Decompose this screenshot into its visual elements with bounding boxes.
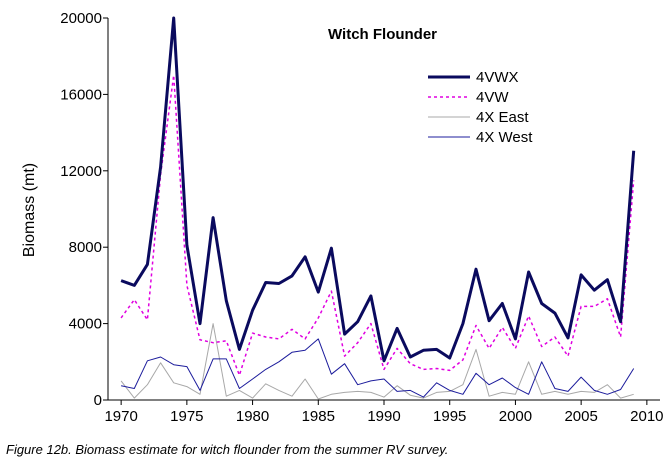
legend-label: 4X East <box>476 109 529 126</box>
x-tick-label: 1970 <box>104 408 137 425</box>
x-tick-label: 1980 <box>236 408 269 425</box>
legend: 4VWX 4VW 4X East 4X West <box>428 69 533 146</box>
y-axis: 0 4000 8000 12000 16000 20000 <box>60 10 109 409</box>
x-tick-label: 2005 <box>564 408 597 425</box>
x-tick-label: 2000 <box>499 408 532 425</box>
chart-title: Witch Flounder <box>328 26 437 43</box>
series-line-4x-east <box>120 323 634 400</box>
x-axis: 1970 1975 1980 1985 1990 1995 2000 2005 2010 <box>104 399 664 425</box>
legend-label: 4VWX <box>476 69 519 86</box>
y-tick-label: 12000 <box>60 163 102 180</box>
x-tick-label: 1995 <box>433 408 466 425</box>
series-line-4vwx <box>120 16 636 363</box>
y-tick-label: 20000 <box>60 10 102 27</box>
y-tick-label: 4000 <box>69 316 102 333</box>
y-axis-title: Biomass (mt) <box>21 163 38 257</box>
legend-label: 4VW <box>476 89 509 106</box>
series-line-4vw <box>120 74 635 376</box>
legend-label: 4X West <box>476 129 533 146</box>
y-tick-label: 16000 <box>60 86 102 103</box>
figure-caption: Figure 12b. Biomass estimate for witch f… <box>6 442 449 457</box>
y-tick-label: 0 <box>94 392 102 409</box>
y-tick-label: 8000 <box>69 239 102 256</box>
series-lines <box>120 16 636 400</box>
series-line-4x-west <box>120 338 635 398</box>
x-tick-label: 1985 <box>302 408 335 425</box>
x-tick-label: 1990 <box>367 408 400 425</box>
x-tick-label: 2010 <box>630 408 663 425</box>
x-tick-label: 1975 <box>170 408 203 425</box>
